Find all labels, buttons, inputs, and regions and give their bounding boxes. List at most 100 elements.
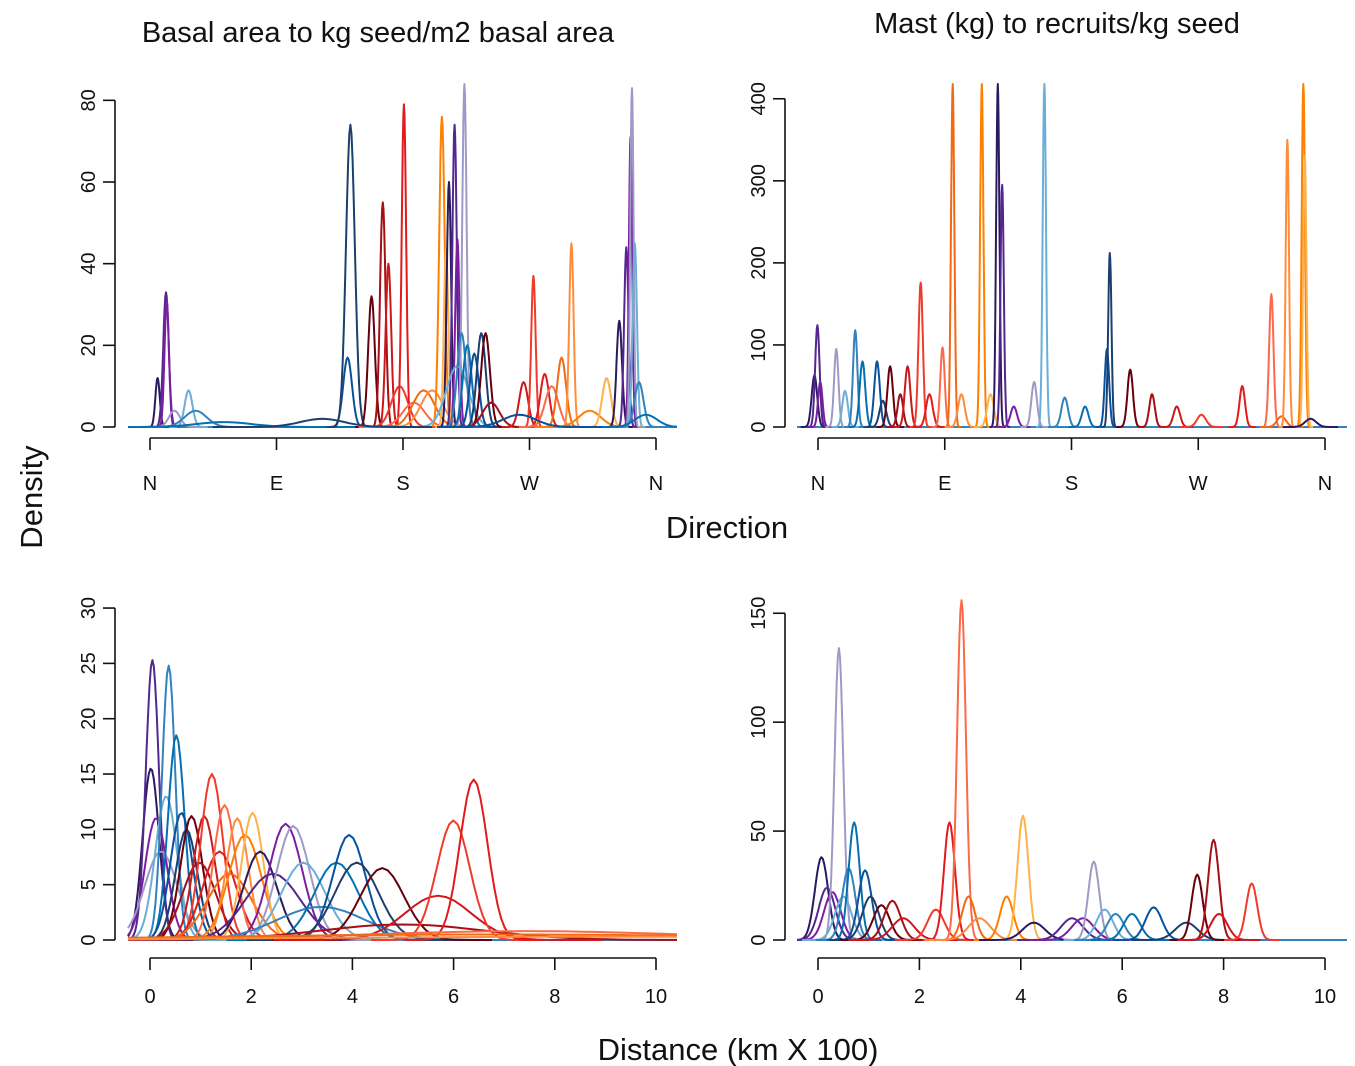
series-line — [1283, 417, 1339, 428]
x-tick-label: W — [520, 473, 539, 495]
y-tick-label: 40 — [78, 253, 100, 275]
series-line — [1035, 83, 1054, 428]
series-line — [1186, 838, 1242, 941]
x-tick-label: 6 — [1117, 986, 1128, 1008]
series-line — [1048, 396, 1082, 428]
series-line — [146, 377, 169, 428]
y-tick-label: 200 — [748, 246, 770, 279]
y-tick-label: 0 — [748, 934, 770, 945]
panel-title-basal-area: Basal area to kg seed/m2 basal area — [142, 17, 615, 49]
series-line — [405, 778, 543, 941]
series-line — [824, 348, 848, 428]
y-axis: 0 100 200 300 400 — [748, 82, 786, 433]
y-tick-label: 80 — [78, 89, 100, 111]
panel-basal-area-distance: 0 2 4 6 8 10 0 5 10 15 20 25 30 — [78, 597, 678, 1008]
x-tick-label: 0 — [812, 986, 823, 1008]
y-axis: 0 5 10 15 20 25 30 — [78, 597, 116, 946]
series-line — [155, 299, 179, 428]
series-line — [560, 242, 583, 428]
series-group — [127, 659, 678, 941]
series-line — [1259, 293, 1283, 428]
x-tick-label: 4 — [1015, 986, 1026, 1008]
series-line — [1101, 252, 1119, 428]
series-line — [886, 393, 915, 428]
x-tick-label: W — [1189, 473, 1208, 495]
series-line — [371, 819, 536, 941]
series-group — [128, 83, 678, 428]
series-line — [943, 83, 962, 428]
y-tick-label: 25 — [78, 652, 100, 674]
x-tick-label: E — [270, 473, 283, 495]
y-tick-label: 100 — [748, 328, 770, 361]
x-axis: 0 2 4 6 8 10 — [144, 957, 667, 1008]
y-axis: 0 20 40 60 80 — [78, 89, 116, 433]
series-line — [169, 389, 208, 428]
y-axis-label: Density — [14, 445, 49, 549]
x-tick-label: 10 — [1314, 986, 1336, 1008]
series-line — [1068, 405, 1102, 428]
series-line — [273, 894, 603, 941]
series-line — [973, 895, 1040, 941]
y-tick-label: 0 — [748, 421, 770, 432]
series-line — [1224, 882, 1280, 941]
series-line — [392, 103, 416, 428]
series-line — [924, 917, 1035, 941]
series-group — [796, 599, 1347, 941]
series-line — [522, 274, 545, 428]
y-tick-label: 100 — [748, 705, 770, 738]
y-tick-label: 10 — [78, 818, 100, 840]
x-tick-label: S — [1065, 473, 1078, 495]
x-axis: 0 2 4 6 8 10 — [812, 957, 1336, 1008]
x-tick-label: 8 — [1218, 986, 1229, 1008]
x-tick-label: E — [938, 473, 951, 495]
series-line — [1138, 393, 1167, 428]
series-line — [993, 183, 1011, 428]
panel-mast-direction: N E S W N 0 100 200 300 400 — [748, 82, 1347, 495]
y-tick-label: 60 — [78, 171, 100, 193]
series-line — [973, 83, 991, 428]
series-line — [1179, 413, 1224, 428]
x-tick-label: 2 — [914, 986, 925, 1008]
series-line — [894, 908, 978, 941]
series-line — [128, 421, 361, 428]
series-line — [212, 417, 433, 428]
series-line — [1020, 380, 1049, 428]
series-line — [944, 393, 979, 428]
series-line — [1177, 912, 1261, 941]
x-tick-label: N — [649, 473, 663, 495]
x-tick-label: N — [811, 473, 825, 495]
series-line — [935, 895, 1002, 941]
y-tick-label: 400 — [748, 82, 770, 115]
series-line — [591, 413, 678, 428]
y-tick-label: 20 — [78, 708, 100, 730]
x-tick-label: 4 — [347, 986, 358, 1008]
x-tick-label: S — [396, 473, 409, 495]
y-tick-label: 0 — [78, 421, 100, 432]
y-tick-label: 20 — [78, 334, 100, 356]
panel-basal-area-direction: N E S W N 0 20 40 60 80 — [78, 83, 678, 495]
y-tick-label: 150 — [748, 597, 770, 630]
y-tick-label: 15 — [78, 763, 100, 785]
series-line — [127, 933, 678, 939]
series-line — [816, 647, 861, 941]
series-line — [127, 935, 677, 940]
series-line — [1116, 368, 1145, 428]
series-line — [939, 599, 984, 941]
x-tick-label: N — [143, 473, 157, 495]
series-line — [989, 83, 1007, 428]
y-tick-label: 50 — [748, 820, 770, 842]
y-axis: 0 50 100 150 — [748, 597, 786, 946]
series-line — [1228, 385, 1257, 428]
x-axis-label-distance: Distance (km X 100) — [598, 1032, 879, 1066]
series-group — [797, 83, 1347, 428]
x-tick-label: 8 — [549, 986, 560, 1008]
x-tick-label: 0 — [144, 986, 155, 1008]
y-tick-label: 0 — [78, 934, 100, 945]
series-line — [831, 389, 860, 428]
series-line — [909, 281, 933, 428]
x-tick-label: 2 — [246, 986, 257, 1008]
series-line — [912, 393, 947, 428]
